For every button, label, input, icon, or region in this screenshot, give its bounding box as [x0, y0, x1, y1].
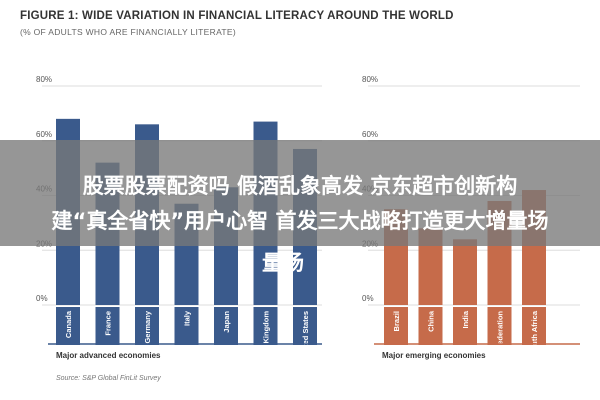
category-label: China: [427, 310, 436, 332]
label-block: [384, 307, 408, 345]
category-label: Germany: [143, 310, 152, 343]
category-label: South Africa: [530, 310, 539, 355]
label-block: [56, 307, 80, 345]
group-label: Major advanced economies: [56, 351, 161, 360]
y-tick-label: 80%: [362, 75, 378, 84]
figure-title: FIGURE 1: WIDE VARIATION IN FINANCIAL LI…: [20, 10, 454, 22]
source-note: Source: S&P Global FinLit Survey: [56, 375, 161, 382]
bar: [453, 239, 477, 305]
category-label: India: [461, 310, 470, 328]
y-tick-label: 0%: [362, 294, 374, 303]
group-label: Major emerging economies: [382, 351, 486, 360]
y-tick-label: 60%: [36, 130, 52, 139]
category-label: United Kingdom: [262, 311, 271, 369]
label-block: [95, 307, 120, 345]
category-label: Japan: [222, 311, 231, 333]
label-block: [253, 307, 278, 345]
category-label: France: [104, 311, 113, 336]
label-block: [522, 307, 546, 345]
y-tick-label: 0%: [36, 294, 48, 303]
headline-line-2: 建“真全省快”用户心智 首发三大战略打造更大增量场: [51, 209, 549, 233]
label-block: [487, 307, 512, 345]
headline-line-3: 量场: [262, 251, 304, 275]
headline-line-1: 股票股票配资吗 假酒乱象高发 京东超市创新构: [82, 174, 518, 198]
category-label: Canada: [64, 310, 73, 338]
label-block: [135, 307, 159, 345]
category-label: Italy: [183, 310, 192, 326]
category-label: Russian Federation: [496, 311, 505, 381]
label-block: [293, 307, 317, 345]
category-label: United States: [301, 311, 310, 359]
y-tick-label: 60%: [362, 130, 378, 139]
label-block: [453, 307, 477, 345]
figure-subtitle: (% OF ADULTS WHO ARE FINANCIALLY LITERAT…: [20, 27, 237, 37]
label-block: [174, 307, 199, 345]
y-tick-label: 80%: [36, 75, 52, 84]
label-block: [214, 307, 238, 345]
category-label: Brazil: [392, 311, 401, 331]
headline-overlay: 股票股票配资吗 假酒乱象高发 京东超市创新构 建“真全省快”用户心智 首发三大战…: [0, 140, 600, 246]
label-block: [418, 307, 443, 345]
